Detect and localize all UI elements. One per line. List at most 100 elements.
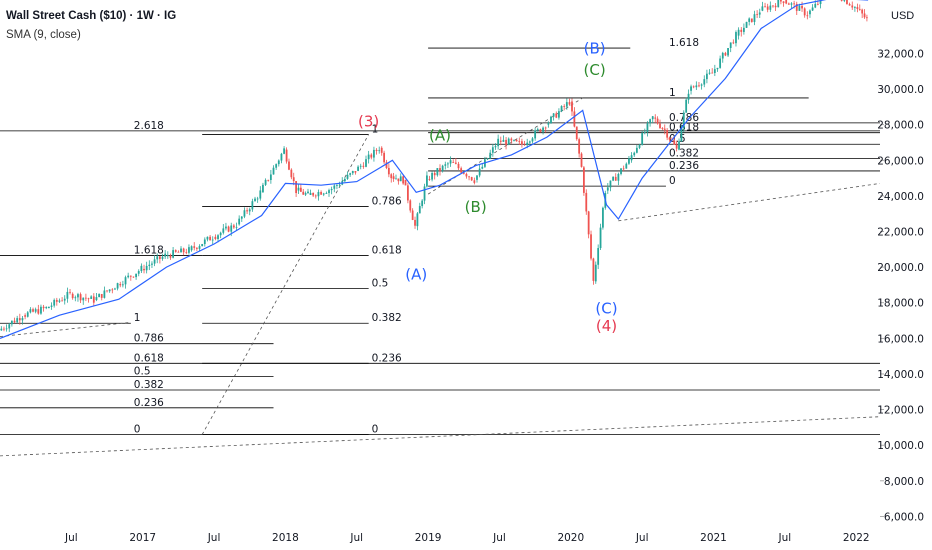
candle-body xyxy=(758,12,761,15)
x-tick-label: 2022 xyxy=(843,532,870,544)
candle-body xyxy=(135,273,137,278)
candle-body xyxy=(333,185,336,189)
wave-label: (A) xyxy=(405,266,427,284)
candle-body xyxy=(436,168,439,176)
candle-body xyxy=(782,1,785,3)
candle-body xyxy=(37,309,40,314)
candles xyxy=(0,0,868,333)
candle-body xyxy=(392,176,395,179)
candle-body xyxy=(5,328,8,330)
candle-body xyxy=(454,162,457,164)
candle-body xyxy=(790,3,793,5)
sma-line xyxy=(0,0,869,339)
candle-body xyxy=(489,152,492,159)
candle-body xyxy=(214,236,217,239)
candle-body xyxy=(550,116,552,124)
candle-body xyxy=(397,178,400,182)
candle-body xyxy=(307,191,309,194)
fib-level-label: 0.382 xyxy=(134,379,164,391)
candle-body xyxy=(481,166,484,169)
candle-body xyxy=(317,191,320,197)
candle-body xyxy=(193,246,196,248)
candle-body xyxy=(330,189,333,191)
candle-body xyxy=(780,0,782,2)
candle-body xyxy=(251,201,254,210)
candle-body xyxy=(357,166,359,171)
candle-body xyxy=(518,141,521,143)
fib-level-label: 2.618 xyxy=(134,120,164,132)
candle-body xyxy=(79,294,82,301)
y-tick-label: 20,000.0 xyxy=(877,262,924,274)
candle-body xyxy=(166,255,169,257)
candle-body xyxy=(793,3,796,5)
candle-body xyxy=(132,276,135,278)
candle-body xyxy=(362,165,365,167)
candle-body xyxy=(182,248,185,253)
candle-body xyxy=(851,5,854,8)
fib-level-label: 0.236 xyxy=(134,397,164,409)
candle-body xyxy=(685,99,688,113)
candle-body xyxy=(716,67,719,70)
candle-body xyxy=(227,226,230,232)
candle-body xyxy=(21,318,24,321)
candle-body xyxy=(328,190,330,194)
candle-body xyxy=(219,232,222,236)
candle-body xyxy=(563,106,566,107)
candle-body xyxy=(206,236,209,240)
candle-body xyxy=(753,14,756,22)
candle-body xyxy=(297,187,300,191)
candle-body xyxy=(558,111,560,118)
candle-body xyxy=(383,152,386,163)
candle-body xyxy=(441,165,444,171)
sma-legend[interactable]: SMA (9, close) xyxy=(6,29,81,41)
candle-body xyxy=(521,141,523,145)
candle-body xyxy=(536,129,539,131)
wave-label: (A) xyxy=(429,127,451,145)
candle-body xyxy=(312,192,315,196)
candle-body xyxy=(290,169,293,178)
candle-body xyxy=(217,235,219,239)
candle-body xyxy=(452,162,455,163)
candle-body xyxy=(680,127,683,142)
candle-body xyxy=(649,119,651,124)
candle-body xyxy=(523,144,526,146)
candle-body xyxy=(395,178,397,180)
candle-body xyxy=(84,297,87,299)
candle-body xyxy=(63,298,66,301)
candle-body xyxy=(708,72,711,74)
candle-body xyxy=(594,264,597,282)
candle-body xyxy=(468,176,470,178)
candle-body xyxy=(727,48,729,56)
candle-body xyxy=(256,198,259,200)
candle-body xyxy=(772,5,774,7)
candle-body xyxy=(174,250,177,252)
candle-body xyxy=(795,4,798,11)
candle-body xyxy=(61,300,64,302)
candle-body xyxy=(625,163,628,169)
candle-body xyxy=(787,3,790,5)
candle-body xyxy=(275,164,278,168)
candle-body xyxy=(50,305,53,307)
candle-body xyxy=(351,171,354,174)
candle-body xyxy=(497,138,500,147)
candle-body xyxy=(302,191,305,195)
trendline xyxy=(618,183,881,222)
candle-body xyxy=(45,306,48,309)
candle-body xyxy=(848,4,851,6)
candle-body xyxy=(745,21,748,28)
candle-body xyxy=(643,131,646,134)
currency-label[interactable]: USD xyxy=(891,10,915,22)
candle-body xyxy=(597,248,600,265)
candle-body xyxy=(111,289,114,291)
candle-body xyxy=(190,246,193,251)
candle-body xyxy=(272,167,275,175)
candle-body xyxy=(421,200,424,207)
candle-body xyxy=(71,293,74,299)
candle-body xyxy=(439,168,441,171)
candle-body xyxy=(737,29,740,36)
candle-body xyxy=(116,283,119,289)
candle-body xyxy=(748,18,751,22)
candle-body xyxy=(137,271,140,274)
